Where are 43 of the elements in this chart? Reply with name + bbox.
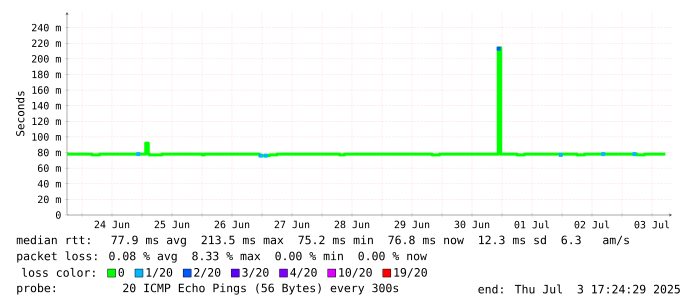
legend-label: 10/20 xyxy=(339,268,372,278)
x-tick-label: 26 Jun xyxy=(214,220,250,228)
x-tick-label: 24 Jun xyxy=(94,220,130,228)
legend-label: 4/20 xyxy=(290,268,317,278)
y-tick-label: 40 m xyxy=(38,180,61,188)
point xyxy=(136,152,140,156)
y-tick-label: 100 m xyxy=(32,133,61,141)
x-tick-label: 25 Jun xyxy=(154,220,190,228)
x-tick-label: 28 Jun xyxy=(334,220,370,228)
legend-label: 19/20 xyxy=(394,268,427,278)
y-axis-title: Seconds xyxy=(16,91,24,136)
text: end: Thu Jul 3 17:24:29 2025 xyxy=(478,284,680,294)
x-tick-label: 27 Jun xyxy=(274,220,310,228)
text: probe: 20 ICMP Echo Pings (56 Bytes) every 300s xyxy=(17,283,398,295)
legend-label: 3/20 xyxy=(242,268,269,278)
text: median rtt: 77.9 ms avg 213.5 ms max 75.2 ms min 76.8 ms now 12.3 ms sd 6.3 am/s xyxy=(16,235,629,247)
legend-label: 2/20 xyxy=(194,268,220,278)
point xyxy=(558,152,563,157)
point xyxy=(496,46,501,51)
legend-label: 0 xyxy=(118,268,124,277)
point xyxy=(264,154,268,158)
y-tick-label: 160 m xyxy=(32,86,61,94)
y-tick-label: 0 xyxy=(56,211,61,219)
x-tick-label: 01 Jul xyxy=(514,220,550,228)
y-tick-label: 120 m xyxy=(32,118,61,126)
y-tick-label: 80 m xyxy=(38,148,61,156)
point xyxy=(632,152,637,156)
y-tick-label: 20 m xyxy=(38,196,61,204)
legend-label: 1/20 xyxy=(146,268,172,278)
x-tick-label: 30 Jun xyxy=(454,220,490,228)
y-tick-label: 220 m xyxy=(32,39,61,48)
text: packet loss: 0.08 % avg 8.33 % max 0.00 % min 0.00 % now xyxy=(17,251,427,263)
x-tick-label: 02 Jul xyxy=(574,220,610,228)
y-tick-label: 140 m xyxy=(32,102,61,110)
point xyxy=(601,152,606,156)
y-tick-label: 200 m xyxy=(32,55,61,63)
point xyxy=(258,154,263,158)
x-tick-label: 29 Jun xyxy=(394,220,430,228)
y-tick-label: 240 m xyxy=(32,24,61,32)
y-tick-label: 60 m xyxy=(38,164,61,172)
x-tick-label: 03 Jul xyxy=(634,220,670,228)
y-tick-label: 180 m xyxy=(32,70,61,78)
legend-title: loss color: xyxy=(22,268,95,277)
